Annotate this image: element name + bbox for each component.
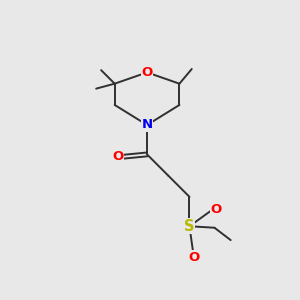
Text: O: O [112,150,123,163]
Text: O: O [141,66,153,79]
Text: O: O [188,251,199,264]
Text: O: O [210,203,222,216]
Text: N: N [142,118,153,131]
Text: S: S [184,219,195,234]
